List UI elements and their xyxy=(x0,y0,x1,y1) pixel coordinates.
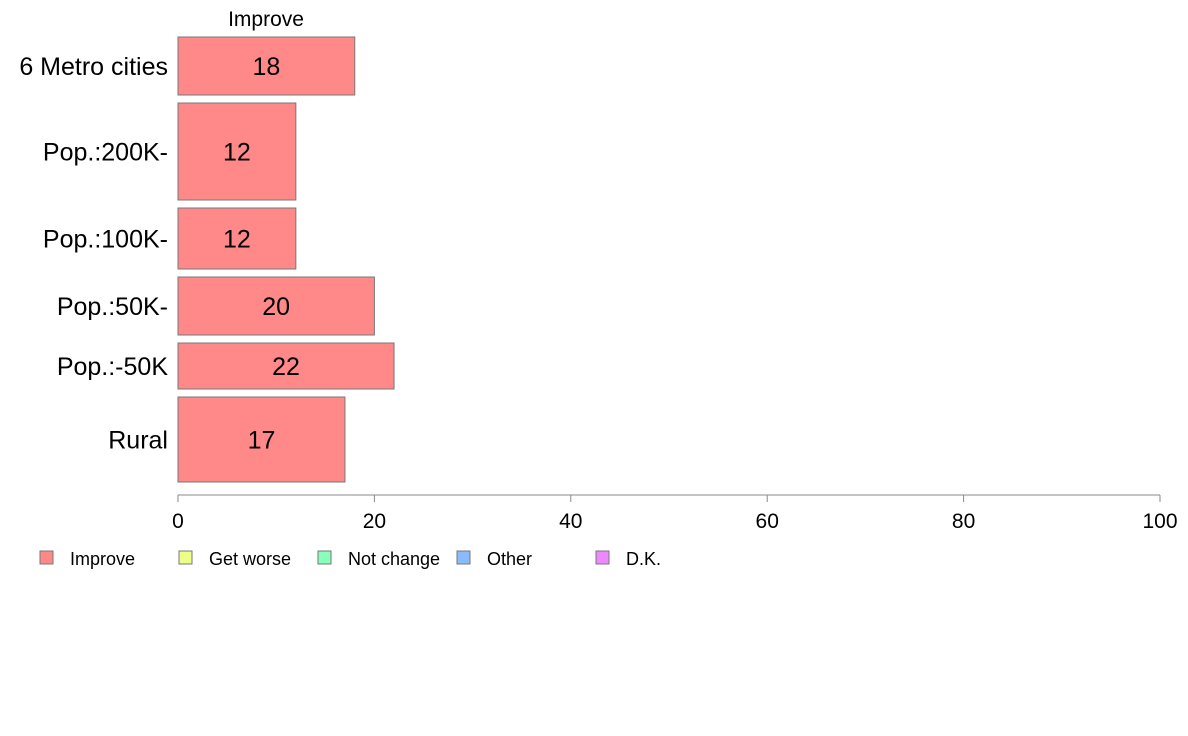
x-tick-label-20: 20 xyxy=(363,510,386,533)
x-axis: 0 20 40 60 80 100 xyxy=(172,494,1178,533)
legend-item-not-change: Not change xyxy=(317,549,440,569)
legend-label-get-worse: Get worse xyxy=(209,549,291,569)
x-tick-label-80: 80 xyxy=(952,510,975,533)
legend-label-other: Other xyxy=(487,549,532,569)
x-tick-label-40: 40 xyxy=(559,510,582,533)
data-label-pop-50k: 22 xyxy=(272,353,300,381)
bars-layer: 6 Metro cities 18 Pop.:200K- 12 Pop.:100K- 12… xyxy=(19,36,395,483)
x-tick-label-0: 0 xyxy=(172,510,184,533)
category-label-pop-200k: Pop.:200K- xyxy=(43,139,168,167)
data-label-6-metro-cities: 18 xyxy=(252,53,280,81)
legend-label-d-k: D.K. xyxy=(626,549,661,569)
x-tick-label-100: 100 xyxy=(1142,510,1177,533)
bar-rural xyxy=(177,396,346,483)
data-label-rural: 17 xyxy=(248,427,276,455)
legend-item-improve: Improve xyxy=(39,549,135,569)
bar-6-metro-cities xyxy=(177,36,356,96)
category-label-pop-100k: Pop.:100K- xyxy=(43,226,168,254)
legend-item-d-k: D.K. xyxy=(595,549,661,569)
legend-label-not-change: Not change xyxy=(348,549,440,569)
category-label-pop-50k: Pop.:-50K xyxy=(57,353,169,381)
legend: Improve Get worse Not change Other D.K. xyxy=(39,549,661,569)
legend-swatch-not-change xyxy=(317,550,332,565)
legend-item-other: Other xyxy=(456,549,532,569)
bar-pop-50k xyxy=(177,342,395,390)
chart-title: Improve xyxy=(228,8,304,31)
legend-swatch-other xyxy=(456,550,471,565)
legend-swatch-d-k xyxy=(595,550,610,565)
bar-pop-100k xyxy=(177,207,297,270)
data-label-pop-50k: 20 xyxy=(262,293,290,321)
legend-item-get-worse: Get worse xyxy=(178,549,291,569)
data-label-pop-100k: 12 xyxy=(223,226,251,254)
bar-pop-50k xyxy=(177,276,375,336)
category-label-rural: Rural xyxy=(108,427,168,455)
bar-pop-200k xyxy=(177,102,297,201)
category-label-pop-50k: Pop.:50K- xyxy=(57,293,168,321)
x-tick-label-60: 60 xyxy=(756,510,779,533)
legend-label-improve: Improve xyxy=(70,549,135,569)
legend-swatch-get-worse xyxy=(178,550,193,565)
legend-swatch-improve xyxy=(39,550,54,565)
data-label-pop-200k: 12 xyxy=(223,139,251,167)
category-label-6-metro-cities: 6 Metro cities xyxy=(19,53,168,81)
